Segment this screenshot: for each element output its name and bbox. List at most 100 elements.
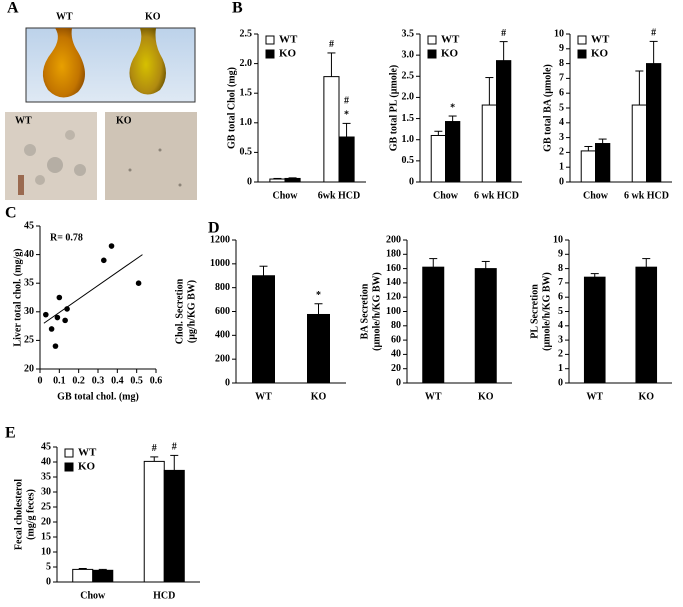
bar xyxy=(252,275,275,384)
x-tick-label: Chow xyxy=(433,190,459,201)
y-tick-label: 0 xyxy=(46,576,51,587)
panel-label: B xyxy=(232,0,243,17)
x-tick-label: 0.1 xyxy=(53,375,66,386)
y-tick-label: 5 xyxy=(559,102,564,113)
legend-label: WT xyxy=(441,34,460,46)
panel-label: C xyxy=(5,205,17,222)
x-tick-label: WT xyxy=(586,391,603,402)
y-tick-label: 400 xyxy=(215,330,230,341)
bar xyxy=(422,266,445,384)
x-tick-label: WT xyxy=(425,391,442,402)
annotation: # xyxy=(329,39,334,50)
y-tick-label: 3 xyxy=(559,132,564,143)
micrograph-label: KO xyxy=(116,115,132,126)
legend-label: KO xyxy=(591,48,609,60)
y-tick-label: 140 xyxy=(386,277,401,288)
x-axis-title: GB total chol. (mg) xyxy=(57,391,139,402)
y-tick-label: 2.5 xyxy=(240,28,253,39)
y-tick-label: 40 xyxy=(41,456,51,467)
y-tick-label: 800 xyxy=(215,282,230,293)
x-tick-label: HCD xyxy=(153,590,175,601)
panel-label: D xyxy=(208,220,220,237)
y-axis-title: PL Secretion xyxy=(529,284,540,339)
y-tick-label: 80 xyxy=(391,320,401,331)
y-tick-label: 3.5 xyxy=(402,28,415,39)
y-axis-title: GB total PL (μmole) xyxy=(388,65,399,152)
legend-swatch xyxy=(427,49,437,59)
x-tick-label: 6wk HCD xyxy=(318,190,361,201)
y-axis-title: (μg/h/KG BW) xyxy=(186,280,197,343)
annotation: # xyxy=(344,96,349,107)
bar xyxy=(646,63,662,183)
y-tick-label: 1 xyxy=(558,363,563,374)
y-tick-label: 20 xyxy=(41,516,51,527)
y-axis-title: GB total Chol (mg) xyxy=(226,67,237,149)
y-tick-label: 0 xyxy=(225,377,230,388)
y-tick-label: 15 xyxy=(41,531,51,542)
point xyxy=(56,294,63,301)
legend-label: KO xyxy=(279,48,297,60)
y-tick-label: 25 xyxy=(24,335,34,346)
y-axis-title: Fecal cholesterol xyxy=(13,479,24,550)
y-tick-label: 10 xyxy=(554,28,564,39)
annotation: # xyxy=(152,443,157,454)
bar xyxy=(269,178,286,183)
y-tick-label: 0.5 xyxy=(240,147,253,158)
y-tick-label: 5 xyxy=(46,561,51,572)
bar xyxy=(474,268,497,384)
photo-label: KO xyxy=(145,11,161,22)
y-tick-label: 6 xyxy=(558,291,563,302)
legend-label: KO xyxy=(441,48,459,60)
y-tick-label: 40 xyxy=(24,249,34,260)
x-tick-label: 0.3 xyxy=(92,375,105,386)
y-tick-label: 0 xyxy=(409,176,414,187)
x-tick-label: KO xyxy=(638,391,654,402)
y-tick-label: 8 xyxy=(559,58,564,69)
y-axis-title: Chol. Secretion xyxy=(174,278,185,344)
bar xyxy=(307,313,330,384)
y-tick-label: 120 xyxy=(386,291,401,302)
legend-swatch xyxy=(577,35,587,45)
x-tick-label: 0.2 xyxy=(72,375,85,386)
y-tick-label: 5 xyxy=(558,306,563,317)
y-tick-label: 45 xyxy=(41,441,51,452)
y-tick-label: 2 xyxy=(559,147,564,158)
bar xyxy=(338,136,355,183)
legend-swatch xyxy=(64,448,74,458)
y-tick-label: 20 xyxy=(391,363,401,374)
point xyxy=(62,317,68,324)
y-tick-label: 25 xyxy=(41,501,51,512)
y-tick-label: 1.0 xyxy=(240,117,253,128)
y-tick-label: 0 xyxy=(396,377,401,388)
y-tick-label: 30 xyxy=(24,306,34,317)
y-tick-label: 7 xyxy=(558,277,563,288)
y-tick-label: 160 xyxy=(386,263,401,274)
bar xyxy=(430,134,447,183)
legend-label: KO xyxy=(78,461,96,473)
point xyxy=(101,257,107,264)
y-axis-title: BA Secretion xyxy=(359,283,370,339)
y-tick-label: 2.0 xyxy=(402,92,415,103)
point xyxy=(108,243,115,249)
y-tick-label: 60 xyxy=(391,334,401,345)
annotation: * xyxy=(450,102,455,113)
legend-label: WT xyxy=(78,447,97,459)
y-tick-label: 30 xyxy=(41,486,51,497)
bar xyxy=(72,568,94,583)
y-tick-label: 40 xyxy=(391,349,401,360)
legend-label: WT xyxy=(279,34,298,46)
bar xyxy=(143,460,165,583)
y-tick-label: 0 xyxy=(559,176,564,187)
y-axis-title: GB total BA (μmole) xyxy=(542,64,553,152)
y-tick-label: 0 xyxy=(247,176,252,187)
y-tick-label: 4 xyxy=(559,117,564,128)
y-tick-label: 35 xyxy=(24,277,34,288)
annotation: * xyxy=(344,110,349,121)
point xyxy=(43,311,49,318)
y-tick-label: 35 xyxy=(41,471,51,482)
bar xyxy=(445,121,461,183)
x-tick-label: KO xyxy=(478,391,494,402)
bar xyxy=(481,104,498,183)
